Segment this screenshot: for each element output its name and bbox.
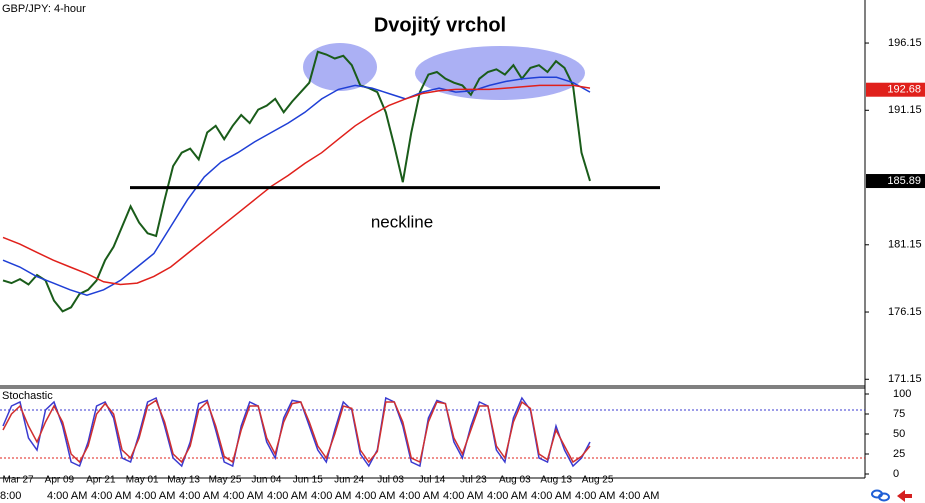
x-tick-sublabel: 4:00 AM (179, 490, 219, 502)
x-tick-sublabel: 8:00 (0, 490, 21, 502)
y-tick-label: 181.15 (888, 239, 922, 251)
series-line (2, 50, 591, 313)
x-tick-sublabel: 4:00 AM (443, 490, 483, 502)
x-tick-sublabel: 4:00 AM (355, 490, 395, 502)
x-tick-sublabel: 4:00 AM (619, 490, 659, 502)
y-tick-label: 176.15 (888, 306, 922, 318)
x-tick-sublabel: 4:00 AM (47, 490, 87, 502)
series-line (2, 399, 591, 464)
x-tick-sublabel: 4:00 AM (399, 490, 439, 502)
x-tick-sublabel: 4:00 AM (267, 490, 307, 502)
symbol-label: GBP/JPY: 4-hour (2, 3, 86, 15)
series-line (2, 84, 591, 286)
highlight (415, 46, 585, 100)
x-tick-sublabel: 4:00 AM (487, 490, 527, 502)
x-tick-sublabel: 4:00 AM (223, 490, 263, 502)
price-box (866, 174, 925, 189)
panel-title: Stochastic (2, 390, 53, 402)
x-tick-label: Jun 15 (293, 475, 323, 486)
price-label: 185.89 (887, 175, 921, 187)
y-tick-label: 0 (893, 468, 899, 480)
y-tick-label: 75 (893, 408, 905, 420)
y-tick-label: 196.15 (888, 37, 922, 49)
x-tick-label: Jun 04 (251, 475, 281, 486)
x-tick-label: May 01 (126, 475, 159, 486)
y-tick-label: 50 (893, 428, 905, 440)
x-tick-sublabel: 4:00 AM (531, 490, 571, 502)
series-line (2, 76, 591, 296)
x-tick-label: Jul 23 (460, 475, 487, 486)
arrow-icon[interactable] (897, 490, 912, 502)
x-tick-label: May 13 (167, 475, 200, 486)
price-label: 192.68 (887, 84, 921, 96)
x-tick-sublabel: 4:00 AM (135, 490, 175, 502)
y-tick-label: 171.15 (888, 373, 922, 385)
x-tick-label: Aug 13 (540, 475, 572, 486)
x-tick-sublabel: 4:00 AM (575, 490, 615, 502)
x-tick-sublabel: 4:00 AM (91, 490, 131, 502)
y-tick-label: 191.15 (888, 104, 922, 116)
y-tick-label: 100 (893, 388, 911, 400)
x-tick-label: Apr 21 (86, 475, 116, 486)
annotation: neckline (371, 212, 433, 231)
x-tick-label: Aug 03 (499, 475, 531, 486)
label-bg (0, 2, 88, 16)
x-tick-label: Apr 09 (45, 475, 75, 486)
x-tick-label: Aug 25 (582, 475, 614, 486)
x-tick-label: Jul 03 (377, 475, 404, 486)
chart-title: Dvojitý vrchol (374, 14, 506, 36)
link-icon[interactable] (878, 492, 890, 502)
x-tick-label: Jun 24 (334, 475, 364, 486)
icons[interactable] (871, 489, 912, 502)
x-tick-sublabel: 4:00 AM (311, 490, 351, 502)
y-tick-label: 25 (893, 448, 905, 460)
x-tick-label: Mar 27 (2, 475, 34, 486)
x-tick-label: Jul 14 (419, 475, 446, 486)
label-bg (0, 389, 56, 402)
price-box (866, 82, 925, 97)
x-tick-label: May 25 (209, 475, 242, 486)
